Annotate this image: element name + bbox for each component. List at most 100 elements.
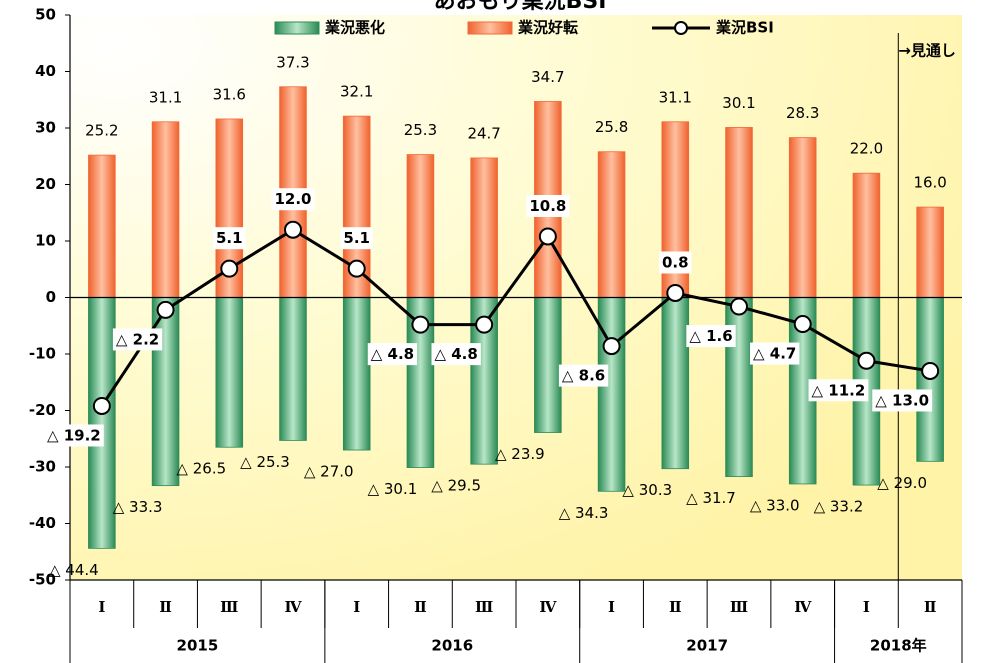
x-tick-label: Ⅲ [730, 598, 748, 616]
x-tick-label: Ⅰ [98, 598, 105, 616]
bsi-value-label: △ 11.2 [812, 381, 866, 399]
bar-value-label: △ 25.3 [240, 453, 290, 471]
y-tick-label: 10 [35, 232, 56, 250]
bsi-value-label: △ 13.0 [875, 391, 929, 409]
y-tick-label: -10 [29, 345, 56, 363]
bar-value-label: 25.2 [85, 122, 118, 140]
legend-swatch [674, 21, 688, 35]
y-tick-label: 0 [46, 288, 56, 306]
x-tick-label: Ⅱ [669, 598, 682, 616]
x-tick-label: Ⅳ [284, 598, 302, 616]
bar [597, 297, 626, 492]
x-group-label: 2016 [431, 637, 473, 655]
y-tick-label: 40 [35, 62, 56, 80]
bsi-label-bg [271, 188, 315, 211]
bar-value-label: △ 29.0 [877, 474, 927, 492]
bar [661, 297, 690, 470]
y-tick-label: -20 [29, 401, 56, 419]
bar [916, 206, 944, 298]
bar [279, 297, 307, 441]
legend-swatch [274, 21, 320, 35]
bsi-value-label: △ 8.6 [562, 367, 605, 385]
bsi-value-label: 5.1 [343, 229, 370, 247]
bar-value-label: △ 33.2 [814, 498, 864, 516]
bar [852, 172, 881, 298]
bar-value-label: 22.0 [850, 140, 883, 158]
bar-value-label: 28.3 [786, 104, 819, 122]
bsi-marker [857, 351, 876, 370]
y-tick-label: -30 [29, 458, 56, 476]
bar [788, 137, 817, 298]
bar-value-label: △ 26.5 [176, 460, 226, 478]
bsi-marker [347, 259, 366, 278]
y-tick-label: -50 [29, 571, 56, 589]
legend-label: 業況好転 [517, 19, 578, 37]
x-group-label: 2018年 [870, 637, 927, 655]
bar [151, 121, 180, 298]
bsi-value-label: 10.8 [529, 197, 566, 215]
bsi-marker [666, 283, 685, 302]
bsi-marker [92, 396, 111, 415]
bsi-value-label: △ 1.6 [689, 327, 732, 345]
bsi-marker [156, 300, 175, 319]
bar-value-label: 32.1 [340, 83, 373, 101]
bar [215, 297, 244, 448]
bar [597, 151, 626, 298]
bar [88, 154, 116, 298]
bar-value-label: 34.7 [531, 68, 564, 86]
bsi-value-label: △ 2.2 [116, 330, 159, 348]
x-group-label: 2017 [686, 637, 728, 655]
bsi-marker [602, 337, 621, 356]
x-tick-label: Ⅱ [159, 598, 172, 616]
bar [725, 297, 753, 478]
bar-value-label: △ 29.5 [431, 477, 481, 495]
y-tick-label: 50 [35, 6, 56, 24]
y-tick-label: 30 [35, 119, 56, 137]
bsi-label-bg [872, 389, 933, 412]
bar [725, 127, 753, 298]
bar-value-label: 16.0 [913, 174, 946, 192]
bsi-label-bg [367, 343, 418, 366]
bsi-label-bg [526, 194, 570, 217]
bar-value-label: 30.1 [722, 94, 755, 112]
bsi-marker [793, 315, 812, 334]
x-tick-label: Ⅲ [220, 598, 238, 616]
bsi-value-label: 12.0 [274, 190, 311, 208]
bar [534, 297, 562, 433]
x-tick-label: Ⅲ [475, 598, 493, 616]
bsi-label-bg [558, 364, 609, 387]
x-tick-label: Ⅰ [353, 598, 360, 616]
bsi-marker [411, 315, 430, 334]
y-tick-label: -40 [29, 514, 56, 532]
bar-value-label: 37.3 [276, 53, 309, 71]
bsi-label-bg [212, 227, 246, 250]
x-group-label: 2015 [177, 637, 219, 655]
forecast-annotation: →見通し [898, 42, 956, 60]
x-tick-label: Ⅳ [539, 598, 557, 616]
bar [406, 154, 435, 298]
bsi-marker [220, 259, 239, 278]
bsi-label-bg [750, 342, 800, 365]
bar-value-label: △ 34.3 [559, 504, 609, 522]
bar-value-label: 25.8 [595, 118, 628, 136]
bsi-label-bg [431, 343, 481, 366]
x-tick-label: Ⅰ [863, 598, 870, 616]
legend-label: 業況悪化 [324, 19, 385, 37]
bar-value-label: 25.3 [404, 121, 437, 139]
bsi-value-label: 0.8 [662, 253, 689, 271]
bar-value-label: △ 30.3 [622, 481, 672, 499]
bsi-value-label: △ 4.8 [371, 345, 414, 363]
bsi-marker [730, 297, 748, 316]
bar [470, 157, 498, 298]
bar-value-label: 31.6 [213, 85, 246, 103]
bsi-label-bg [43, 424, 104, 447]
bar-value-label: △ 33.3 [113, 498, 163, 516]
bar-value-label: 31.1 [659, 88, 692, 106]
x-tick-label: Ⅳ [794, 598, 812, 616]
bar [88, 297, 116, 549]
bar-value-label: 31.1 [149, 88, 182, 106]
legend-swatch [467, 21, 513, 35]
bsi-marker [475, 315, 494, 334]
bar-value-label: △ 23.9 [495, 445, 545, 463]
